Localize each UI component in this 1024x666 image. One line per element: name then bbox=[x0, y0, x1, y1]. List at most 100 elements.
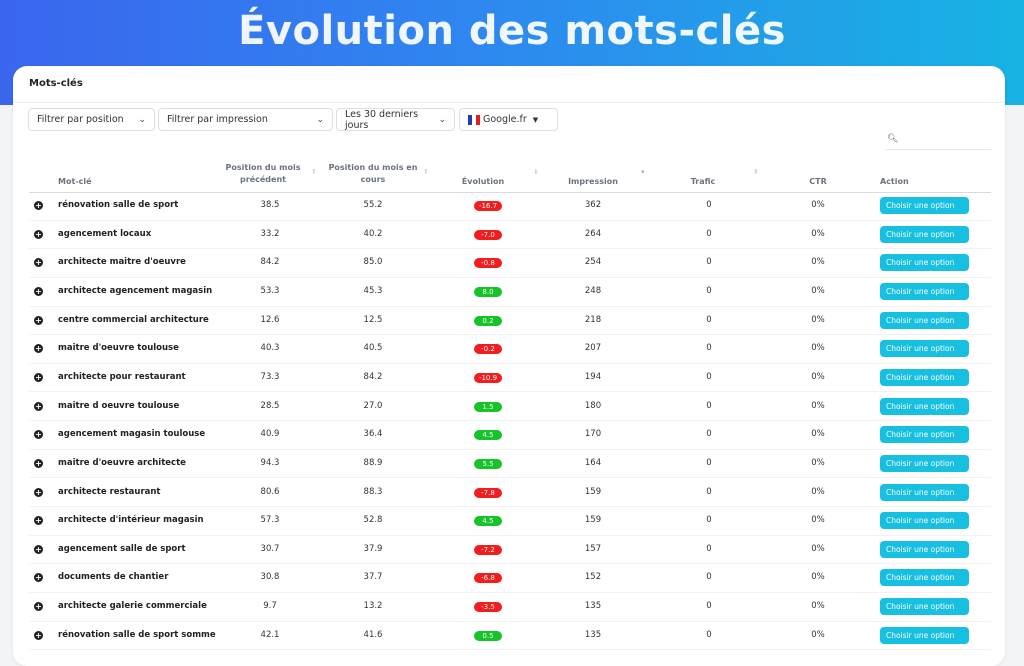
expand-icon[interactable]: + bbox=[34, 573, 43, 583]
traffic: 0 bbox=[706, 314, 712, 325]
choose-option-button[interactable]: Choisir une option bbox=[880, 340, 969, 358]
expand-icon[interactable]: + bbox=[34, 602, 43, 612]
choose-option-button[interactable]: Choisir une option bbox=[880, 254, 969, 272]
expand-icon[interactable]: + bbox=[34, 458, 43, 468]
evolution-badge: -7.0 bbox=[474, 229, 502, 240]
ctr: 0% bbox=[811, 572, 825, 583]
table-row: + agencement magasin toulouse 40.9 36.4 … bbox=[29, 421, 991, 450]
evolution-badge: 8.0 bbox=[474, 286, 502, 297]
keyword: architecte galerie commerciale bbox=[58, 601, 207, 612]
keyword: documents de chantier bbox=[58, 572, 169, 583]
choose-option-button[interactable]: Choisir une option bbox=[880, 598, 969, 616]
evolution-badge: 1.5 bbox=[474, 401, 502, 412]
traffic: 0 bbox=[706, 457, 712, 468]
keyword: rénovation salle de sport somme bbox=[58, 629, 216, 640]
current-position: 88.9 bbox=[363, 457, 383, 468]
col-keyword[interactable]: Mot-clé bbox=[58, 177, 92, 186]
choose-option-button[interactable]: Choisir une option bbox=[880, 454, 969, 472]
sort-icon[interactable]: ⬍ bbox=[533, 168, 539, 176]
expand-icon[interactable]: + bbox=[34, 487, 43, 497]
expand-icon[interactable]: + bbox=[34, 430, 43, 440]
expand-icon[interactable]: + bbox=[34, 286, 43, 296]
choose-option-button[interactable]: Choisir une option bbox=[880, 311, 969, 329]
table-row: + agencement salle de sport 30.7 37.9 -7… bbox=[29, 536, 991, 565]
impression: 170 bbox=[584, 429, 602, 440]
choose-option-button[interactable]: Choisir une option bbox=[880, 569, 969, 587]
col-traffic[interactable]: Trafic bbox=[690, 177, 716, 186]
prev-position: 30.8 bbox=[260, 572, 280, 583]
choose-option-button[interactable]: Choisir une option bbox=[880, 540, 969, 558]
prev-position: 94.3 bbox=[260, 457, 280, 468]
ctr: 0% bbox=[811, 200, 825, 210]
keywords-card: Mots-clés Filtrer par position ⌄ Filtrer … bbox=[13, 66, 1005, 666]
ctr: 0% bbox=[811, 486, 825, 497]
traffic: 0 bbox=[706, 543, 712, 554]
expand-icon[interactable]: + bbox=[34, 229, 43, 239]
ctr: 0% bbox=[811, 515, 825, 526]
choose-option-button[interactable]: Choisir une option bbox=[880, 397, 969, 415]
col-ctr[interactable]: CTR bbox=[809, 177, 827, 186]
sort-icon[interactable]: ⬍ bbox=[311, 168, 317, 176]
evolution-badge: 0.2 bbox=[474, 315, 502, 326]
table-row: + architecte pour restaurant 73.3 84.2 -… bbox=[29, 364, 991, 393]
table-row: + maitre d'oeuvre architecte 94.3 88.9 5… bbox=[29, 450, 991, 479]
choose-option-button[interactable]: Choisir une option bbox=[880, 626, 969, 644]
ctr: 0% bbox=[811, 314, 825, 325]
choose-option-button[interactable]: Choisir une option bbox=[880, 426, 969, 444]
sort-icon[interactable]: ⬍ bbox=[753, 168, 759, 176]
prev-position: 40.3 bbox=[260, 343, 280, 354]
keyword: architecte d'intérieur magasin bbox=[58, 515, 204, 526]
impression: 207 bbox=[584, 343, 602, 354]
choose-option-button[interactable]: Choisir une option bbox=[880, 368, 969, 386]
sort-desc-icon[interactable]: ▾ bbox=[641, 168, 645, 176]
impression-filter[interactable]: Filtrer par impression ⌄ bbox=[158, 108, 333, 131]
impression: 180 bbox=[584, 400, 602, 411]
ctr: 0% bbox=[811, 629, 825, 640]
col-current[interactable]: Position du mois en cours bbox=[328, 163, 418, 184]
prev-position: 30.7 bbox=[260, 543, 280, 554]
expand-icon[interactable]: + bbox=[34, 401, 43, 411]
choose-option-button[interactable]: Choisir une option bbox=[880, 225, 969, 243]
header-divider bbox=[29, 192, 991, 193]
choose-option-button[interactable]: Choisir une option bbox=[880, 483, 969, 501]
search-input[interactable]: 🔍︎ bbox=[885, 134, 991, 150]
ctr: 0% bbox=[811, 285, 825, 296]
evolution-badge: -7.8 bbox=[474, 487, 502, 498]
prev-position: 80.6 bbox=[260, 486, 280, 497]
engine-select[interactable]: Google.fr ▼ bbox=[459, 108, 558, 131]
card-title: Mots-clés bbox=[29, 78, 83, 89]
choose-option-button[interactable]: Choisir une option bbox=[880, 512, 969, 530]
choose-option-button[interactable]: Choisir une option bbox=[880, 282, 969, 300]
sort-icon[interactable]: ⬍ bbox=[423, 168, 429, 176]
period-select[interactable]: Les 30 derniers jours ⌄ bbox=[336, 108, 455, 131]
expand-icon[interactable]: + bbox=[34, 630, 43, 640]
france-flag-icon bbox=[468, 114, 480, 125]
traffic: 0 bbox=[706, 228, 712, 239]
expand-icon[interactable]: + bbox=[34, 315, 43, 325]
col-evolution[interactable]: Évolution bbox=[461, 177, 505, 186]
current-position: 12.5 bbox=[363, 314, 383, 325]
prev-position: 73.3 bbox=[260, 371, 280, 382]
evolution-badge: 5.5 bbox=[474, 458, 502, 469]
traffic: 0 bbox=[706, 429, 712, 440]
current-position: 41.6 bbox=[363, 629, 383, 640]
prev-position: 12.6 bbox=[260, 314, 280, 325]
col-prev[interactable]: Position du mois précédent bbox=[225, 163, 301, 184]
expand-icon[interactable]: + bbox=[34, 201, 43, 210]
traffic: 0 bbox=[706, 285, 712, 296]
traffic: 0 bbox=[706, 200, 712, 210]
expand-icon[interactable]: + bbox=[34, 344, 43, 354]
col-impression[interactable]: Impression bbox=[568, 177, 618, 186]
prev-position: 42.1 bbox=[260, 629, 280, 640]
position-filter-label: Filtrer par position bbox=[37, 114, 124, 125]
caret-down-icon: ▼ bbox=[532, 115, 539, 124]
expand-icon[interactable]: + bbox=[34, 372, 43, 382]
expand-icon[interactable]: + bbox=[34, 258, 43, 268]
expand-icon[interactable]: + bbox=[34, 516, 43, 526]
position-filter[interactable]: Filtrer par position ⌄ bbox=[28, 108, 155, 131]
ctr: 0% bbox=[811, 400, 825, 411]
choose-option-button[interactable]: Choisir une option bbox=[880, 197, 969, 214]
expand-icon[interactable]: + bbox=[34, 544, 43, 554]
table-row: + architecte agencement magasin 53.3 45.… bbox=[29, 278, 991, 307]
banner-title: Évolution des mots-clés bbox=[238, 8, 786, 54]
